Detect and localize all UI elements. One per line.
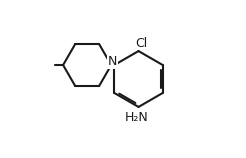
Text: N: N (108, 55, 117, 68)
Text: Cl: Cl (136, 37, 148, 50)
Text: H₂N: H₂N (125, 111, 149, 124)
